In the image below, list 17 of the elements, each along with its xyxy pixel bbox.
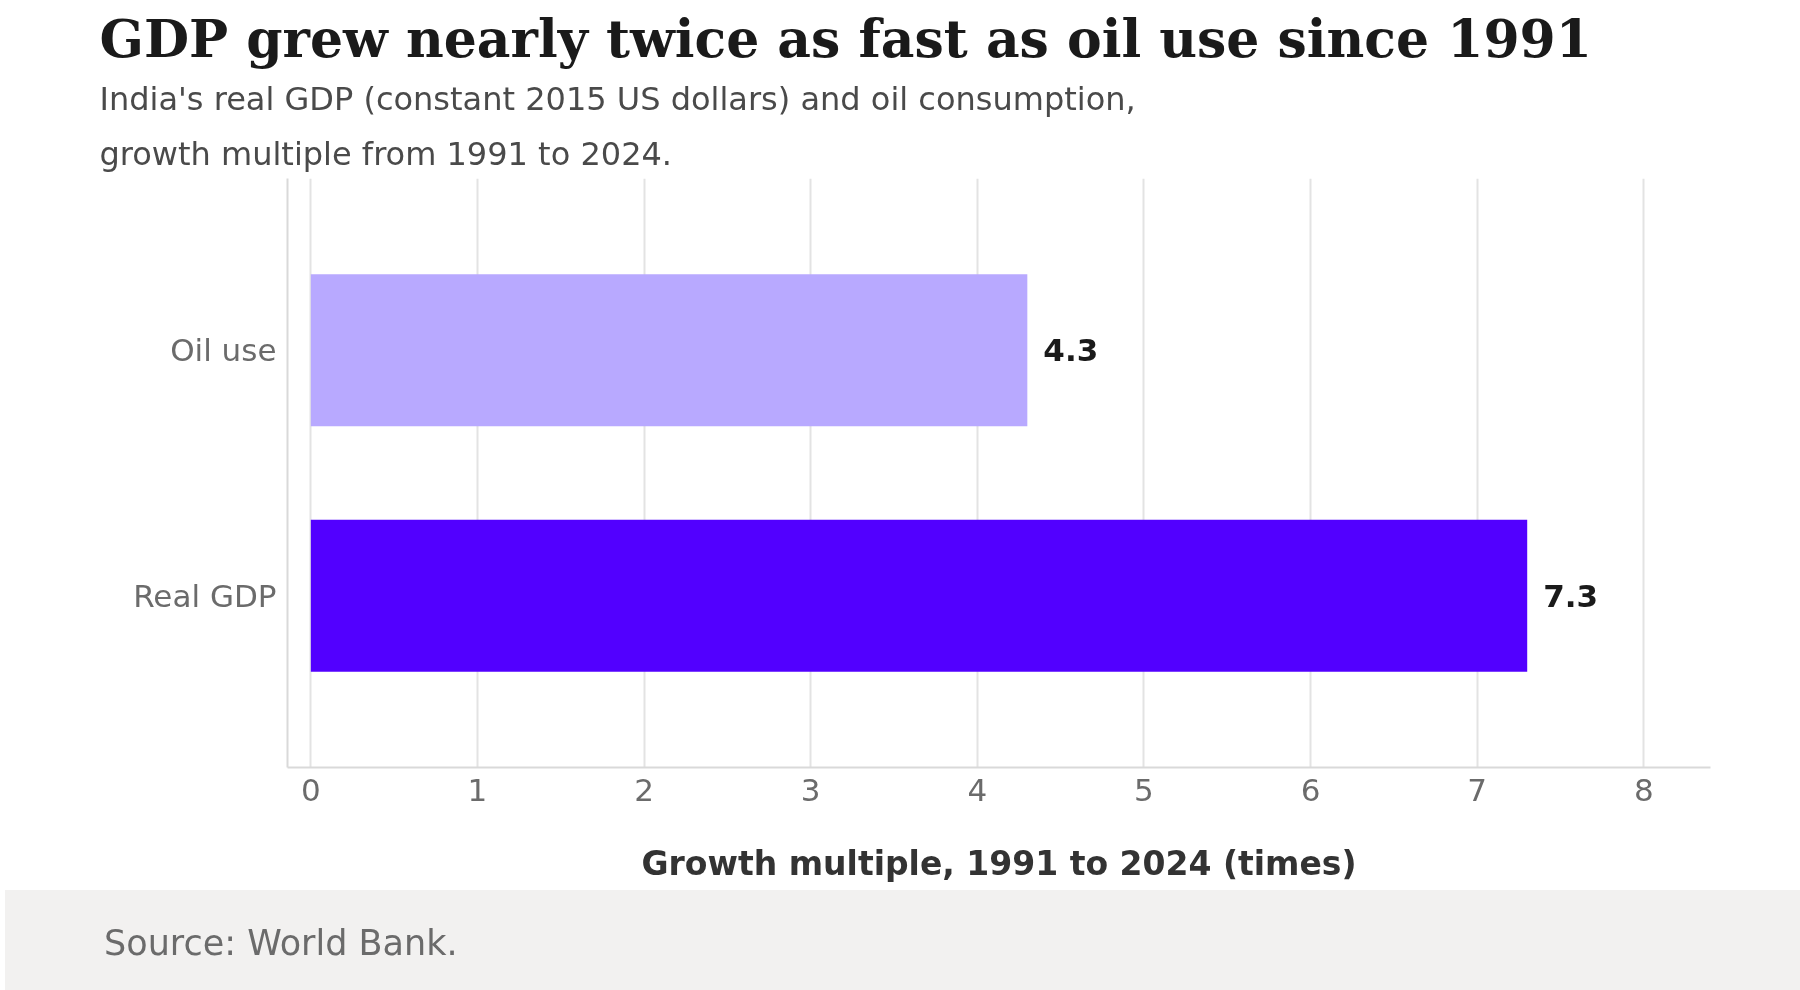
- x-tick-label: 8: [1633, 771, 1654, 808]
- x-tick-label: 0: [300, 771, 321, 808]
- x-tick-label: 6: [1300, 771, 1321, 808]
- chart-subtitle: India's real GDP (constant 2015 US dollars) and oil consumption, growth multiple from 1991 to 2024.: [99, 80, 1136, 174]
- x-tick-label: 7: [1467, 771, 1488, 808]
- x-tick-label: 1: [467, 771, 488, 808]
- x-tick-label: 4: [967, 771, 988, 808]
- y-tick-label: Real GDP: [133, 577, 277, 614]
- source-note: Source: World Bank.: [104, 922, 458, 965]
- x-tick-label: 5: [1134, 771, 1154, 808]
- x-axis-title: Growth multiple, 1991 to 2024 (times): [641, 843, 1357, 883]
- data-label: 7.3: [1543, 577, 1599, 614]
- data-label: 4.3: [1043, 332, 1099, 369]
- x-tick-label: 3: [800, 771, 821, 808]
- chart-title: GDP grew nearly twice as fast as oil use since 1991: [99, 7, 1592, 69]
- y-tick-label: Oil use: [170, 332, 277, 369]
- x-tick-label: 2: [634, 771, 654, 808]
